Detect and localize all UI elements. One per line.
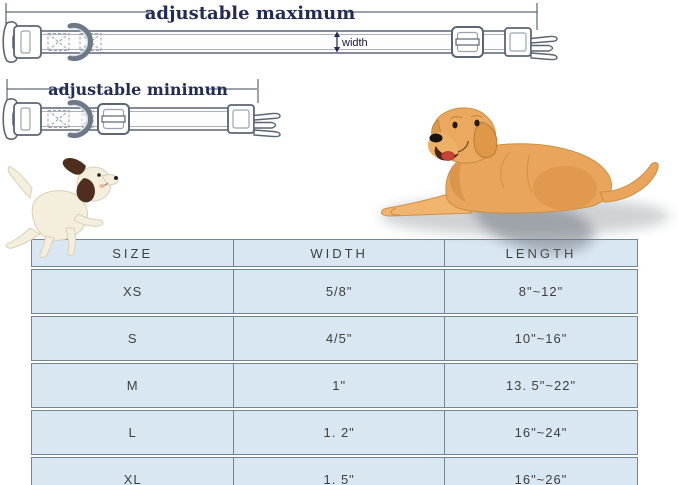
cell-width: 1. 2" [234,410,445,455]
adjustable-maximum-label: adjustable maximum [145,3,356,24]
puppy-muzzle [101,174,119,186]
cell-width: 5/8" [234,269,445,314]
size-chart: SIZE WIDTH LENGTH XS 5/8" 8"~12" S 4/5" … [31,237,638,485]
cell-width: 1" [234,363,445,408]
adjustable-minimum-label: adjustable minimun [48,80,228,99]
cell-size: M [31,363,235,408]
diagram-adjustable-minimum: adjustable minimun [2,79,281,141]
puppy-nose [114,176,118,180]
cell-size: S [31,316,235,361]
cell-width: 1. 5" [234,457,445,485]
width-arrow-icon [334,31,340,53]
puppy-ears [62,158,95,203]
width-label: width [341,37,368,49]
puppy-blush [99,184,105,188]
dog-tail [599,162,659,203]
dog-front-legs [381,191,474,217]
puppy-tail [7,166,33,200]
cell-size: L [31,410,235,455]
diagram-adjustable-maximum: adjustable maximum width [2,3,558,64]
table-row: XL 1. 5" 16"~26" [31,457,638,485]
cell-length: 16"~26" [444,457,638,485]
cell-length: 13. 5"~22" [444,363,638,408]
puppy-illustration [5,158,119,258]
cell-width: 4/5" [234,316,445,361]
collar-diagrams: adjustable maximum width [2,3,558,141]
cell-length: 10"~16" [444,316,638,361]
puppy-hind-leg [5,227,41,249]
col-header-length: LENGTH [444,239,638,267]
col-header-size: SIZE [31,239,235,267]
table-row: M 1" 13. 5"~22" [31,363,638,408]
table-row: XS 5/8" 8"~12" [31,269,638,314]
col-header-width: WIDTH [234,239,445,267]
table-row: S 4/5" 10"~16" [31,316,638,361]
puppy-eye [97,173,101,177]
cell-length: 8"~12" [444,269,638,314]
table-row: L 1. 2" 16"~24" [31,410,638,455]
cell-length: 16"~24" [444,410,638,455]
cell-size: XL [31,457,235,485]
cell-size: XS [31,269,235,314]
